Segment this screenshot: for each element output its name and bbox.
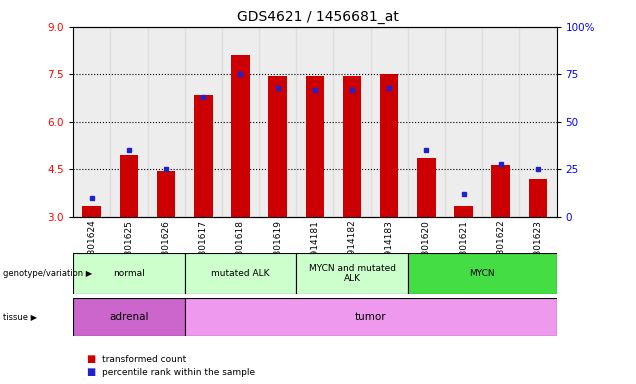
Bar — [268, 76, 287, 217]
Text: tissue ▶: tissue ▶ — [3, 312, 38, 321]
Bar — [184, 298, 556, 336]
Bar — [343, 76, 361, 217]
Bar — [73, 27, 110, 217]
Bar — [73, 253, 184, 294]
Text: percentile rank within the sample: percentile rank within the sample — [102, 368, 255, 377]
Bar — [380, 74, 399, 217]
Text: MYCN and mutated
ALK: MYCN and mutated ALK — [308, 264, 396, 283]
Bar — [529, 179, 547, 217]
Bar — [222, 27, 259, 217]
Text: tumor: tumor — [355, 312, 387, 322]
Bar — [148, 27, 184, 217]
Text: genotype/variation ▶: genotype/variation ▶ — [3, 269, 92, 278]
Text: MYCN: MYCN — [469, 269, 495, 278]
Bar — [333, 27, 371, 217]
Bar — [184, 253, 296, 294]
Bar — [194, 95, 212, 217]
Text: GDS4621 / 1456681_at: GDS4621 / 1456681_at — [237, 10, 399, 23]
Bar — [408, 27, 445, 217]
Bar — [157, 171, 176, 217]
Bar — [492, 165, 510, 217]
Bar — [408, 253, 556, 294]
Bar — [231, 55, 250, 217]
Bar — [305, 76, 324, 217]
Bar — [445, 27, 482, 217]
Text: mutated ALK: mutated ALK — [211, 269, 270, 278]
Bar — [184, 27, 222, 217]
Bar — [73, 298, 184, 336]
Bar — [83, 206, 101, 217]
Bar — [120, 155, 138, 217]
Text: ■: ■ — [86, 354, 95, 364]
Text: ■: ■ — [86, 367, 95, 377]
Bar — [520, 27, 556, 217]
Bar — [454, 206, 473, 217]
Bar — [417, 158, 436, 217]
Bar — [296, 253, 408, 294]
Bar — [482, 27, 520, 217]
Bar — [259, 27, 296, 217]
Bar — [371, 27, 408, 217]
Text: transformed count: transformed count — [102, 354, 186, 364]
Bar — [110, 27, 148, 217]
Text: normal: normal — [113, 269, 145, 278]
Text: adrenal: adrenal — [109, 312, 149, 322]
Bar — [296, 27, 333, 217]
